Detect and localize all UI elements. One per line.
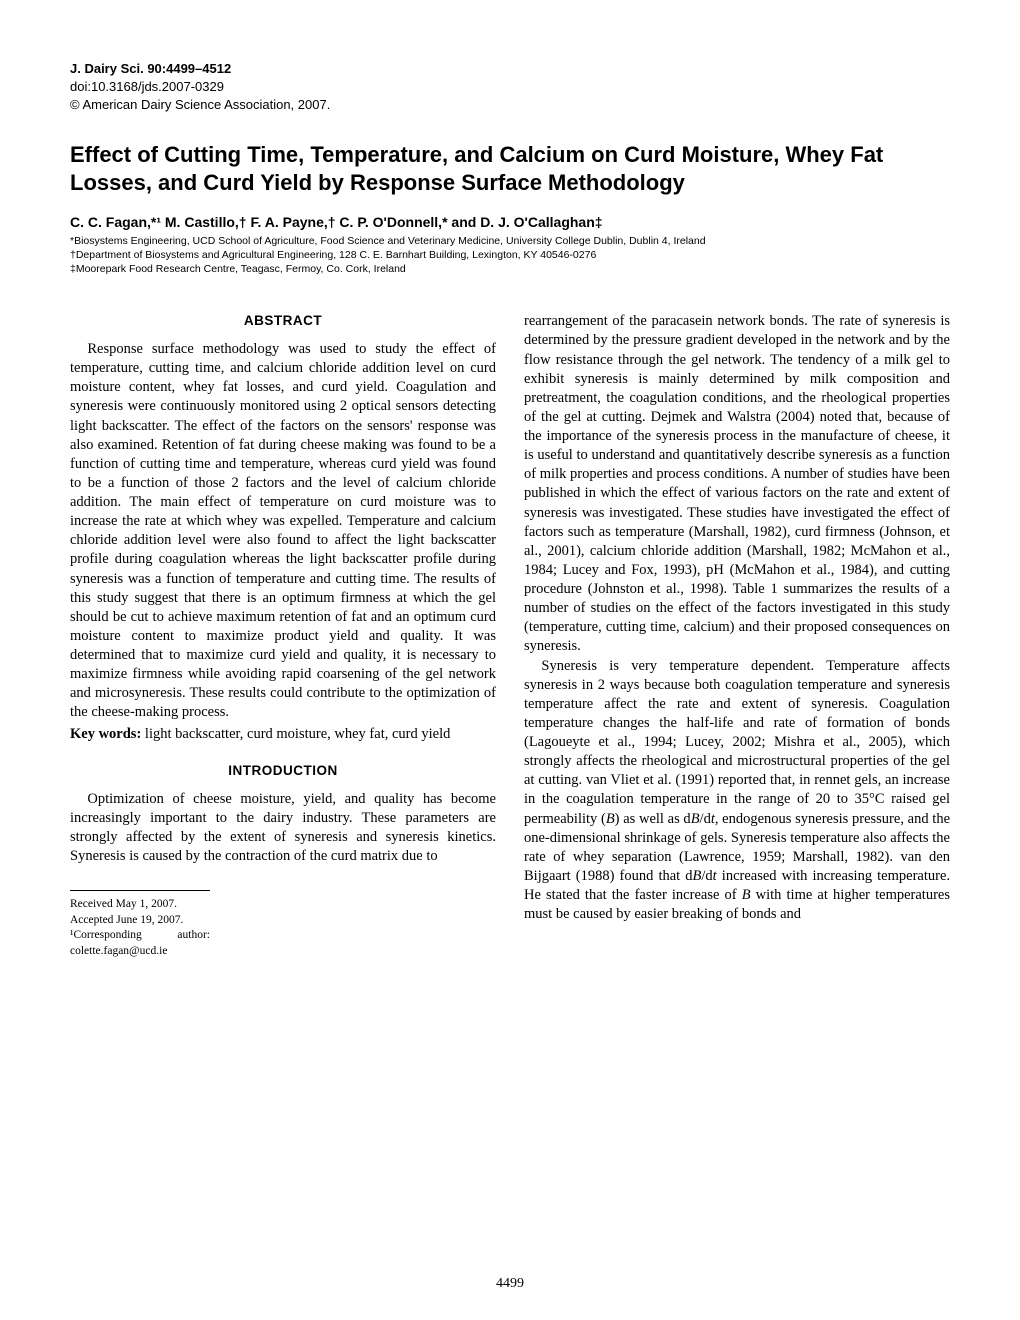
author-list: C. C. Fagan,*¹ M. Castillo,† F. A. Payne… [70, 214, 950, 230]
intro-paragraph-2: Syneresis is very temperature dependent.… [524, 657, 950, 925]
footnote-received: Received May 1, 2007. [70, 897, 210, 913]
introduction-heading: INTRODUCTION [70, 762, 496, 780]
footnote-accepted: Accepted June 19, 2007. [70, 913, 210, 929]
abstract-heading: ABSTRACT [70, 312, 496, 330]
affiliation-line: *Biosystems Engineering, UCD School of A… [70, 234, 950, 248]
variable-B: B [606, 811, 615, 827]
affiliation-line: ‡Moorepark Food Research Centre, Teagasc… [70, 262, 950, 276]
keywords-label: Key words: [70, 726, 141, 742]
text-run: ) as well as d [615, 811, 691, 827]
keywords-text: light backscatter, curd moisture, whey f… [141, 726, 450, 742]
abstract-paragraph: Response surface methodology was used to… [70, 340, 496, 723]
text-run: /d [700, 811, 711, 827]
copyright-line: © American Dairy Science Association, 20… [70, 96, 950, 114]
left-column: ABSTRACT Response surface methodology wa… [70, 312, 496, 959]
two-column-body: ABSTRACT Response surface methodology wa… [70, 312, 950, 959]
footnotes-block: Received May 1, 2007. Accepted June 19, … [70, 890, 210, 959]
variable-B: B [691, 811, 700, 827]
article-title: Effect of Cutting Time, Temperature, and… [70, 141, 950, 198]
footnote-corresponding: ¹Corresponding author: colette.fagan@ucd… [70, 928, 210, 959]
journal-header: J. Dairy Sci. 90:4499–4512 doi:10.3168/j… [70, 60, 950, 115]
affiliations-block: *Biosystems Engineering, UCD School of A… [70, 234, 950, 277]
right-column: rearrangement of the paracasein network … [524, 312, 950, 959]
keywords-line: Key words: light backscatter, curd moist… [70, 725, 496, 744]
variable-B: B [742, 887, 751, 903]
journal-citation: J. Dairy Sci. 90:4499–4512 [70, 60, 950, 78]
page-number: 4499 [0, 1276, 1020, 1292]
affiliation-line: †Department of Biosystems and Agricultur… [70, 248, 950, 262]
intro-paragraph-1: Optimization of cheese moisture, yield, … [70, 790, 496, 867]
text-run: /d [701, 868, 712, 884]
text-run: Syneresis is very temperature dependent.… [524, 658, 950, 827]
intro-continued-paragraph: rearrangement of the paracasein network … [524, 312, 950, 656]
doi-line: doi:10.3168/jds.2007-0329 [70, 78, 950, 96]
